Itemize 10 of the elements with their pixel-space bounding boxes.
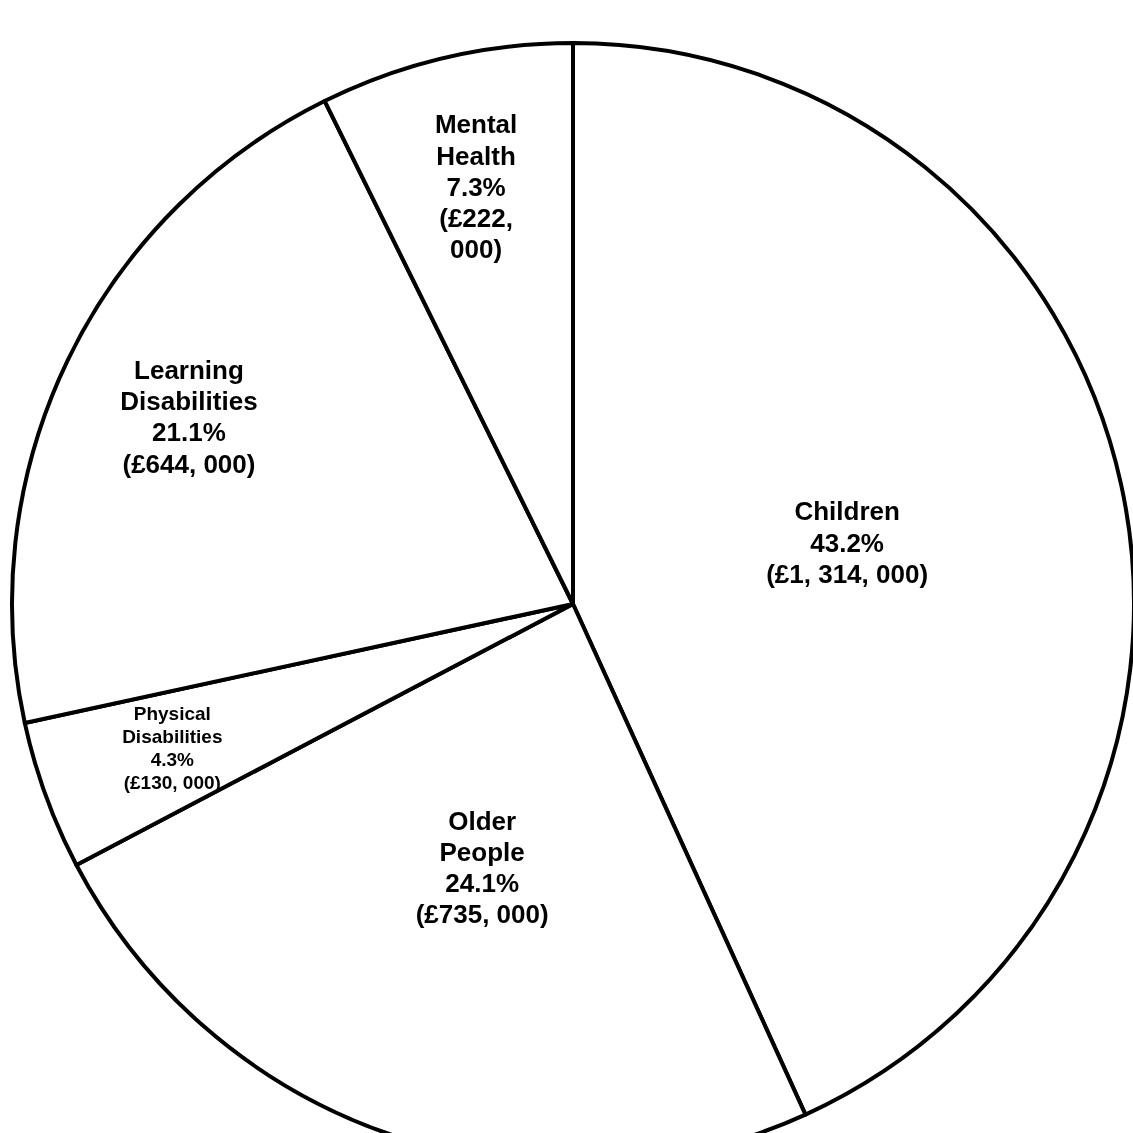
slice-label: Learning Disabilities xyxy=(120,354,258,417)
slice-label: Mental Health xyxy=(434,109,518,171)
data-label: 24.1% (£735, 000) xyxy=(415,867,549,930)
slice-label: Older People xyxy=(439,805,525,867)
data-label: 4.3% (£130, 000) xyxy=(123,749,221,793)
slice-label: Physical Disabilities xyxy=(122,703,223,748)
slice-label: Children xyxy=(794,496,900,527)
data-label: 21.1% (£644, 000) xyxy=(122,417,256,479)
data-label: 43.2% (£1, 314, 000) xyxy=(766,527,929,589)
data-label: 7.3% (£222, 000) xyxy=(439,171,513,265)
